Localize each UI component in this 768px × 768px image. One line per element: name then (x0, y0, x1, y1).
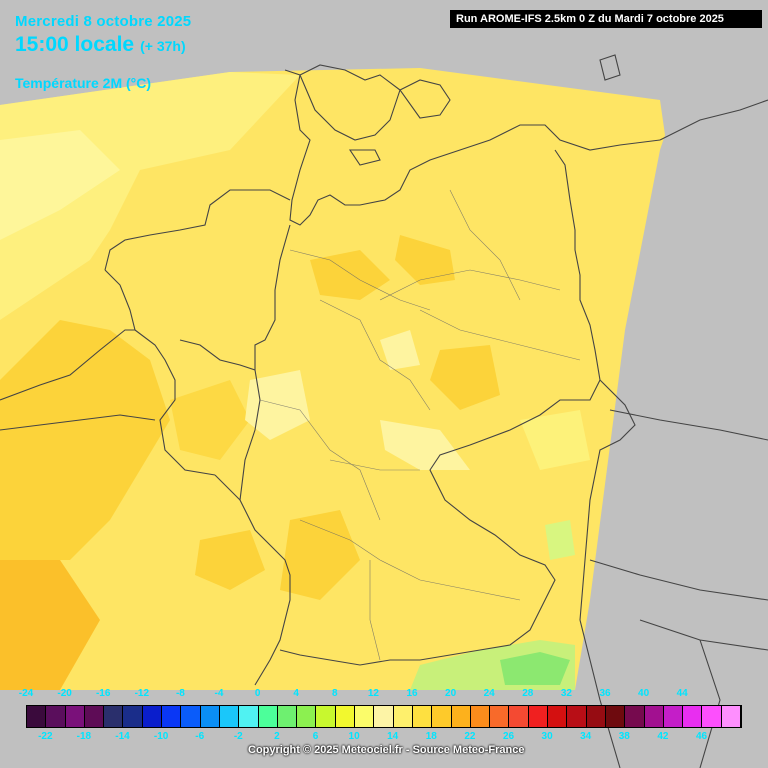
legend-label-bottom: -18 (76, 731, 92, 742)
legend-label-bottom: 30 (541, 731, 553, 742)
legend-label-top: 16 (406, 688, 418, 699)
legend-label-bottom: -22 (38, 731, 53, 742)
legend-label-bottom: 22 (464, 731, 476, 742)
legend-label-bottom: 6 (312, 731, 319, 742)
legend-label-bottom: -10 (153, 731, 169, 742)
legend-label-bottom: 34 (580, 731, 592, 742)
warm-area-west (0, 320, 170, 560)
legend-label-top: -24 (18, 688, 34, 699)
legend-label-top: -20 (57, 688, 72, 699)
copyright-text: Copyright © 2025 Meteociel.fr - Source M… (248, 744, 525, 756)
legend-swatch (470, 706, 491, 727)
run-info: Run AROME-IFS 2.5km 0 Z du Mardi 7 octob… (450, 10, 762, 28)
legend-label-top: -8 (175, 688, 185, 699)
forecast-time-value: 15:00 locale (15, 33, 135, 56)
forecast-date: Mercredi 8 octobre 2025 (15, 13, 192, 30)
legend-label-bottom: 42 (657, 731, 669, 742)
legend-swatch (586, 706, 606, 727)
legend-label-top: 32 (560, 688, 572, 699)
legend-color-bar (26, 705, 742, 728)
legend-label-top: 28 (522, 688, 534, 699)
legend-swatch (355, 706, 375, 727)
legend-swatch (663, 706, 684, 727)
forecast-lead: (+ 37h) (140, 38, 186, 54)
forecast-time: 15:00 locale (+ 37h) (15, 33, 186, 57)
legend-swatch (721, 706, 741, 727)
legend-swatch (84, 706, 105, 727)
legend-label-bottom: 2 (274, 731, 280, 742)
legend-swatch (162, 706, 182, 727)
legend-swatch (181, 706, 201, 727)
legend-swatch (432, 706, 452, 727)
legend-swatch (200, 706, 220, 727)
legend-swatch (625, 706, 645, 727)
legend-label-top: 20 (445, 688, 457, 699)
model-domain (0, 68, 665, 690)
legend-swatch (335, 706, 356, 727)
legend-swatch (46, 706, 66, 727)
legend-label-bottom: 46 (695, 731, 708, 742)
legend-label-bottom: 26 (502, 731, 515, 742)
legend-label-bottom: -6 (195, 731, 205, 742)
coastline-north (284, 69, 661, 226)
legend-swatch (65, 706, 85, 727)
legend-label-top: 44 (676, 688, 688, 699)
border-germany-east (279, 149, 601, 666)
legend-label-bottom: -2 (233, 731, 243, 742)
legend-swatch (374, 706, 394, 727)
legend-label-bottom: -14 (115, 731, 130, 742)
legend-swatch (393, 706, 413, 727)
legend-label-top: 24 (483, 688, 495, 699)
legend-swatch (316, 706, 336, 727)
legend-label-top: 36 (599, 688, 611, 699)
legend-swatch (451, 706, 471, 727)
legend-swatch (219, 706, 240, 727)
legend-label-top: -4 (214, 688, 224, 699)
legend-swatch (644, 706, 664, 727)
legend-swatch (548, 706, 568, 727)
legend-swatch (104, 706, 124, 727)
legend-label-bottom: 10 (348, 731, 360, 742)
legend-label-bottom: 18 (425, 731, 437, 742)
legend-swatch (490, 706, 510, 727)
legend-swatch (297, 706, 317, 727)
legend-label-top: -16 (95, 688, 111, 699)
legend-swatch (142, 706, 163, 727)
legend-swatch (683, 706, 703, 727)
color-legend: -24 -20 -16 -12 -8 -4 0 4 8 12 16 20 24 28 32 36 40 44 -22… (0, 688, 768, 768)
legend-swatch (239, 706, 259, 727)
legend-label-top: 12 (367, 688, 379, 699)
legend-swatch (27, 706, 47, 727)
legend-label-top: -12 (134, 688, 150, 699)
legend-swatch (605, 706, 626, 727)
legend-swatch (412, 706, 433, 727)
legend-label-top: 40 (638, 688, 650, 699)
border-germany-west (239, 224, 291, 686)
legend-swatch (123, 706, 143, 727)
legend-label-top: 8 (332, 688, 338, 699)
legend-swatch (528, 706, 549, 727)
legend-swatch (258, 706, 278, 727)
coastline-netherlands (104, 189, 291, 271)
legend-label-bottom: 14 (387, 731, 399, 742)
legend-swatch (509, 706, 529, 727)
legend-swatch (567, 706, 587, 727)
legend-label-bottom: 38 (618, 731, 630, 742)
legend-swatch (702, 706, 722, 727)
parameter-label: Température 2M (°C) (15, 75, 152, 91)
legend-label-top: 0 (254, 688, 261, 699)
legend-label-top: 4 (293, 688, 299, 699)
legend-swatch (277, 706, 298, 727)
